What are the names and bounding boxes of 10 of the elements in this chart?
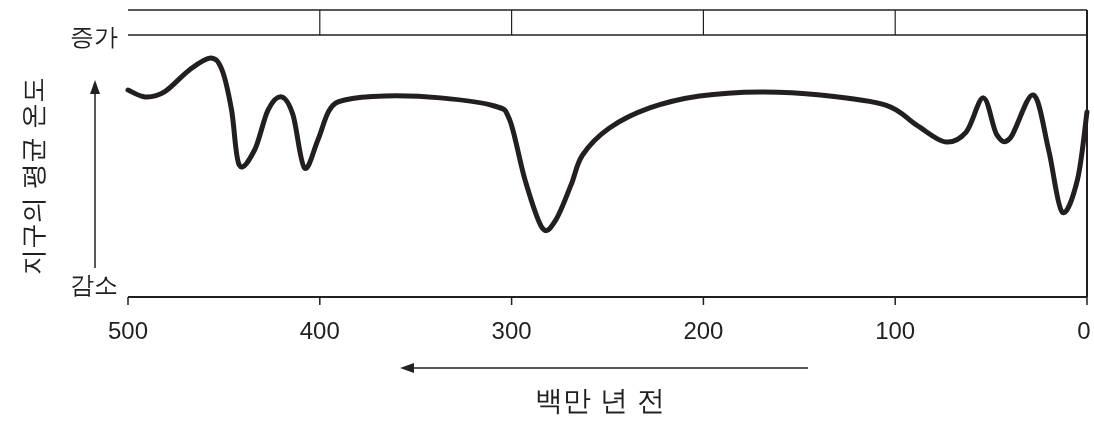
x-tick-label: 100 xyxy=(875,317,916,344)
y-axis-title: 지구의 평균 온도 xyxy=(18,76,48,276)
x-tick-label: 300 xyxy=(491,317,532,344)
x-tick-label: 500 xyxy=(107,317,149,344)
x-tick-label: 200 xyxy=(683,317,724,344)
text: 감소 xyxy=(70,271,118,299)
x-tick-label: 400 xyxy=(299,317,340,344)
text: 증가 xyxy=(70,23,118,51)
x-tick-label: 0 xyxy=(1077,317,1091,344)
x-axis-title: 백만 년 전 xyxy=(535,384,665,417)
